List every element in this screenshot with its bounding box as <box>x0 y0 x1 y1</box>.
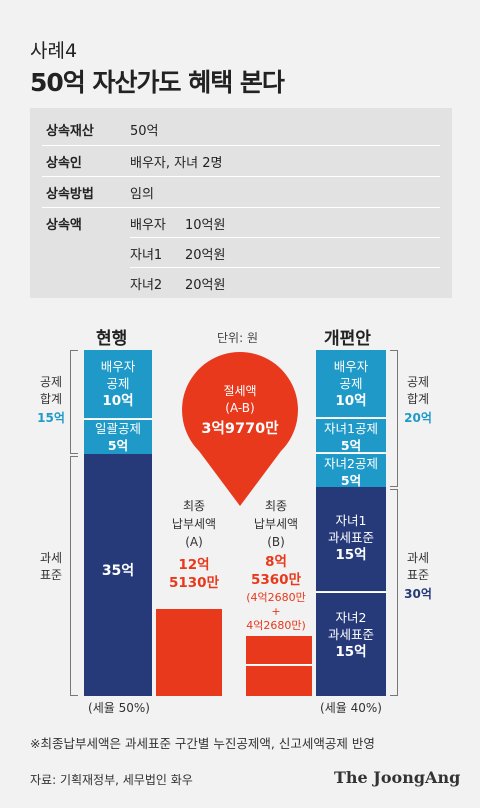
reform-bar-child1-deduction: 자녀1공제 5억 <box>316 418 386 453</box>
row-divider <box>42 176 440 177</box>
savings-pin-icon <box>182 352 298 506</box>
info-table: 상속재산 50억 상속인 배우자, 자녀 2명 상속방법 임의 상속액 배우자 … <box>30 108 452 298</box>
amount-who: 자녀1 <box>130 248 163 263</box>
row-divider <box>42 145 440 146</box>
bar-value: 35억 <box>101 563 135 579</box>
row-divider <box>42 207 440 208</box>
source-text: 자료: 기획재정부, 세무법인 화우 <box>30 773 193 787</box>
bar-value: 5억 <box>340 473 362 488</box>
current-bar-spouse-deduction: 배우자 공제 10억 <box>84 350 152 418</box>
reform-bar-spouse-deduction: 배우자 공제 10억 <box>316 350 386 417</box>
bracket <box>70 456 78 696</box>
bar-value: 5억 <box>340 438 362 453</box>
case-label: 사례4 <box>30 40 78 62</box>
bracket <box>390 489 398 696</box>
reform-bar-child2-taxable: 자녀2 과세표준 15억 <box>316 592 386 696</box>
footnote: ※최종납부세액은 과세표준 구간별 누진공제액, 신고세액공제 반영 <box>30 736 375 751</box>
savings-value: 3억9770만 <box>201 421 279 437</box>
reform-bar-child2-deduction: 자녀2공제 5억 <box>316 453 386 488</box>
current-title: 현행 <box>96 329 128 349</box>
reform-bar-child1-taxable: 자녀1 과세표준 15억 <box>316 487 386 591</box>
row-divider <box>130 237 440 238</box>
bar-value: 5억 <box>107 438 129 453</box>
current-tax-rate: (세율 50%) <box>88 701 150 715</box>
reform-title: 개편안 <box>324 329 371 349</box>
reform-tax-bar-child2 <box>246 666 312 696</box>
publisher-logo: The JoongAng <box>334 768 461 787</box>
amount-who: 배우자 <box>130 218 166 233</box>
unit-label: 단위: 원 <box>217 331 258 345</box>
current-final-tax: 12억 5130만 <box>169 557 219 591</box>
reform-final-tax-label: 최종 납부세액 (B) <box>253 499 299 549</box>
savings-label: 절세액 (A-B) <box>223 384 257 415</box>
info-value-property: 50억 <box>130 124 159 139</box>
bar-label: 자녀1공제 <box>324 421 378 436</box>
info-value-heirs: 배우자, 자녀 2명 <box>130 156 223 171</box>
bar-value: 10억 <box>102 393 134 409</box>
reform-tax-rate: (세율 40%) <box>320 701 382 715</box>
bar-label: 일괄공제 <box>94 421 141 436</box>
reform-taxable-label: 과세 표준 <box>406 551 430 582</box>
current-final-tax-label: 최종 납부세액 (A) <box>171 499 217 549</box>
reform-taxable-total: 30억 <box>404 587 432 601</box>
current-tax-bar <box>156 609 222 696</box>
row-divider <box>130 267 440 268</box>
bar-value: 10억 <box>335 393 367 409</box>
current-deduction-total-label: 공제 합계 <box>39 375 63 406</box>
bar-label: 자녀2공제 <box>324 456 378 471</box>
current-bar-lump-deduction: 일괄공제 5억 <box>84 419 152 454</box>
amount-value: 20억원 <box>185 248 226 263</box>
reform-deduction-total-label: 공제 합계 <box>406 375 430 406</box>
current-taxable-label: 과세 표준 <box>39 551 63 582</box>
bar-value: 15억 <box>335 644 367 660</box>
page-title: 50억 자산가도 혜택 본다 <box>30 68 285 97</box>
reform-final-tax: 8억 5360만 <box>251 554 301 588</box>
bar-label: 자녀1 과세표준 <box>327 513 374 545</box>
reform-final-tax-breakdown: (4억2680만 + 4억2680만) <box>246 591 306 632</box>
reform-deduction-total: 20억 <box>404 411 432 425</box>
amount-value: 20억원 <box>185 278 226 293</box>
info-label-method: 상속방법 <box>46 187 94 202</box>
info-value-method: 임의 <box>130 187 154 202</box>
info-label-amount: 상속액 <box>46 218 82 233</box>
bracket <box>70 350 78 454</box>
bar-label: 배우자 공제 <box>100 359 136 391</box>
bar-label: 배우자 공제 <box>333 359 369 391</box>
info-label-heirs: 상속인 <box>46 156 82 171</box>
reform-tax-bar-child1 <box>246 636 312 665</box>
bar-label: 자녀2 과세표준 <box>327 610 374 642</box>
bar-value: 15억 <box>335 547 367 563</box>
bracket <box>390 350 398 487</box>
amount-value: 10억원 <box>185 218 226 233</box>
current-deduction-total: 15억 <box>37 411 65 425</box>
current-bar-taxable: 35억 <box>84 454 152 696</box>
amount-who: 자녀2 <box>130 278 163 293</box>
info-label-property: 상속재산 <box>46 124 94 139</box>
